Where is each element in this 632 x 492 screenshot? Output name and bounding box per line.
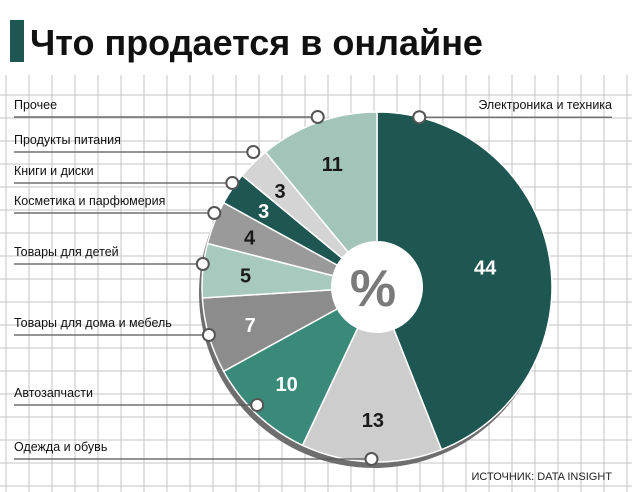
leader-marker-slice-9	[310, 110, 325, 124]
value-label-slice-8: 3	[275, 181, 286, 203]
category-labels: Электроника и техника Одежда и обувь Автоз…	[14, 98, 612, 454]
value-label-slice-9: 11	[322, 154, 343, 176]
title-band	[0, 0, 632, 75]
leader-marker-slice-1	[412, 110, 427, 125]
value-label-slice-7: 3	[258, 201, 269, 223]
leader-marker-slice-3	[250, 398, 265, 412]
category-label-slice-7: Книги и диски	[14, 164, 94, 178]
category-label-slice-5: Товары для детей	[14, 245, 119, 259]
value-label-slice-3: 10	[275, 374, 297, 396]
leader-marker-slice-6	[207, 206, 222, 220]
category-label-slice-1: Электроника и техника	[478, 98, 612, 112]
value-label-slice-2: 13	[362, 410, 384, 432]
category-label-slice-8: Продукты питания	[14, 133, 121, 147]
source-note: ИСТОЧНИК: DATA INSIGHT	[472, 471, 613, 483]
category-label-slice-2: Одежда и обувь	[14, 440, 107, 454]
title-accent-bar	[10, 20, 24, 62]
chart-title: Что продается в онлайне	[30, 22, 483, 63]
category-label-slice-9: Прочее	[14, 98, 57, 112]
leader-marker-slice-8	[246, 145, 261, 159]
center-unit-label: %	[350, 260, 396, 318]
leader-marker-slice-7	[225, 176, 240, 190]
center-hole	[331, 241, 423, 333]
category-label-slice-3: Автозапчасти	[14, 386, 93, 400]
category-label-slice-4: Товары для дома и мебель	[14, 316, 172, 330]
pie-slice-1	[376, 111, 553, 451]
value-label-slice-4: 7	[245, 315, 256, 337]
category-label-slice-6: Косметика и парфюмерия	[14, 194, 165, 208]
leader-marker-slice-4	[201, 328, 216, 342]
value-label-slice-5: 5	[240, 266, 251, 288]
leader-lines	[14, 110, 612, 466]
leader-marker-slice-2	[364, 452, 379, 466]
value-label-slice-6: 4	[244, 228, 256, 250]
leader-marker-slice-5	[195, 257, 210, 271]
value-label-slice-1: 44	[474, 257, 497, 279]
